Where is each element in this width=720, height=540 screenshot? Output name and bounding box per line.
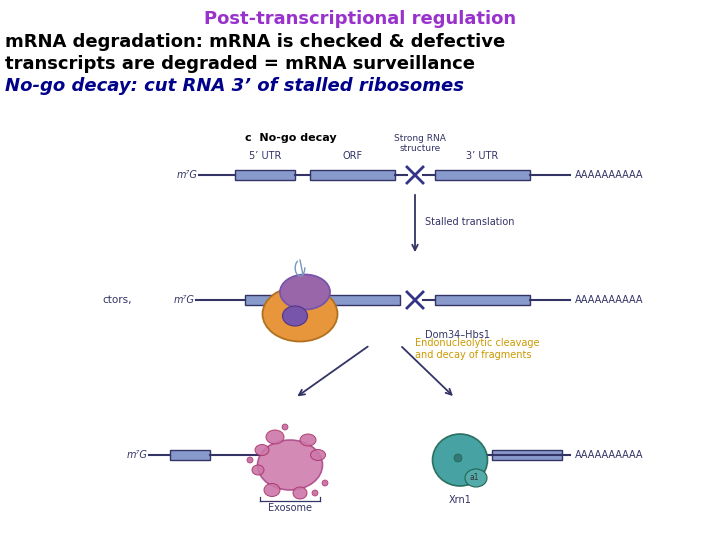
Text: 3’ UTR: 3’ UTR [467, 151, 499, 161]
Circle shape [322, 480, 328, 486]
Circle shape [282, 424, 288, 430]
Bar [245, 295, 400, 305]
Ellipse shape [293, 487, 307, 499]
Ellipse shape [282, 306, 307, 326]
Text: m⁷G: m⁷G [177, 170, 198, 180]
Bar [435, 295, 530, 305]
Text: Strong RNA
structure: Strong RNA structure [394, 133, 446, 153]
Text: AAAAAAAAAA: AAAAAAAAAA [575, 450, 644, 460]
Text: Dom34–Hbs1: Dom34–Hbs1 [425, 330, 490, 340]
Circle shape [247, 457, 253, 463]
Text: 5’ UTR: 5’ UTR [249, 151, 282, 161]
Ellipse shape [280, 274, 330, 309]
Ellipse shape [310, 449, 325, 461]
Bar [492, 450, 562, 460]
Text: AAAAAAAAAA: AAAAAAAAAA [575, 295, 644, 305]
Bar [435, 170, 530, 180]
Text: ORF: ORF [343, 151, 363, 161]
Ellipse shape [252, 465, 264, 475]
Text: Xrn1: Xrn1 [449, 495, 472, 505]
Ellipse shape [255, 444, 269, 456]
Text: Post-transcriptional regulation: Post-transcriptional regulation [204, 10, 516, 28]
Text: m⁷G: m⁷G [174, 295, 195, 305]
Text: transcripts are degraded = mRNA surveillance: transcripts are degraded = mRNA surveill… [5, 55, 475, 73]
Ellipse shape [465, 469, 487, 487]
Ellipse shape [433, 434, 487, 486]
Bar [170, 450, 210, 460]
Circle shape [454, 454, 462, 462]
Text: a1: a1 [469, 474, 479, 483]
Bar [310, 170, 395, 180]
Text: No-go decay: cut RNA 3’ of stalled ribosomes: No-go decay: cut RNA 3’ of stalled ribos… [5, 77, 464, 95]
Text: Endonucleolytic cleavage
and decay of fragments: Endonucleolytic cleavage and decay of fr… [415, 338, 539, 360]
Text: AAAAAAAAAA: AAAAAAAAAA [575, 170, 644, 180]
Text: m⁷G: m⁷G [127, 450, 148, 460]
Circle shape [312, 490, 318, 496]
Ellipse shape [263, 287, 338, 341]
Ellipse shape [266, 430, 284, 444]
Ellipse shape [264, 483, 280, 496]
Text: Exosome: Exosome [268, 503, 312, 513]
Text: Stalled translation: Stalled translation [425, 217, 515, 227]
Ellipse shape [300, 434, 316, 446]
Text: c  No-go decay: c No-go decay [245, 133, 337, 143]
Ellipse shape [258, 440, 323, 490]
Bar [235, 170, 295, 180]
Text: ctors,: ctors, [102, 295, 132, 305]
Text: mRNA degradation: mRNA is checked & defective: mRNA degradation: mRNA is checked & defe… [5, 33, 505, 51]
